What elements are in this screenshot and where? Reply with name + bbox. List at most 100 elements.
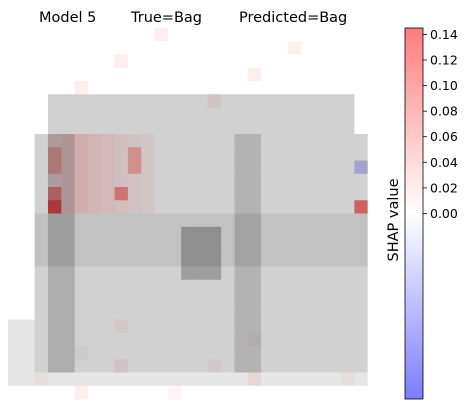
heatmap-cell bbox=[234, 319, 249, 334]
heatmap-cell bbox=[221, 346, 235, 360]
heatmap-cell bbox=[221, 28, 235, 42]
heatmap-cell bbox=[114, 160, 129, 175]
heatmap-cell bbox=[367, 226, 382, 241]
heatmap-cell bbox=[87, 385, 102, 400]
heatmap-cell bbox=[367, 253, 382, 267]
heatmap-cell bbox=[274, 346, 289, 360]
heatmap-cell bbox=[101, 346, 115, 360]
heatmap-cell bbox=[221, 173, 235, 188]
heatmap-cell bbox=[367, 147, 382, 161]
heatmap-cell bbox=[101, 332, 115, 347]
heatmap-cell bbox=[301, 54, 315, 69]
heatmap-cell bbox=[127, 187, 142, 201]
heatmap-cell bbox=[8, 173, 22, 188]
heatmap-cell bbox=[301, 359, 315, 373]
heatmap-cell bbox=[367, 120, 382, 135]
heatmap-cell bbox=[207, 253, 222, 267]
heatmap-cell bbox=[274, 81, 289, 95]
heatmap-cell bbox=[354, 293, 369, 307]
heatmap-cell bbox=[287, 372, 302, 387]
heatmap-cell bbox=[274, 134, 289, 148]
heatmap-cell bbox=[167, 54, 182, 69]
heatmap-cell bbox=[61, 240, 76, 254]
heatmap-cell bbox=[21, 253, 36, 267]
heatmap-cell bbox=[287, 67, 302, 82]
heatmap-cell bbox=[167, 213, 182, 228]
heatmap-cell bbox=[61, 213, 76, 228]
heatmap-cell bbox=[47, 200, 62, 214]
heatmap-cell bbox=[154, 107, 169, 122]
heatmap-cell bbox=[287, 213, 302, 228]
heatmap-cell bbox=[167, 94, 182, 108]
heatmap-cell bbox=[207, 81, 222, 95]
heatmap-cell bbox=[154, 306, 169, 320]
heatmap-cell bbox=[8, 279, 22, 294]
heatmap-cell bbox=[87, 279, 102, 294]
heatmap-cell bbox=[314, 226, 329, 241]
heatmap-cell bbox=[101, 147, 115, 161]
heatmap-cell bbox=[301, 147, 315, 161]
heatmap-cell bbox=[354, 266, 369, 281]
title-predicted-label: Predicted=Bag bbox=[239, 10, 347, 26]
heatmap-cell bbox=[261, 213, 275, 228]
heatmap-cell bbox=[87, 372, 102, 387]
heatmap-cell bbox=[167, 332, 182, 347]
heatmap-cell bbox=[247, 41, 262, 55]
heatmap-cell bbox=[127, 319, 142, 334]
heatmap-cell bbox=[167, 385, 182, 400]
heatmap-cell bbox=[127, 253, 142, 267]
heatmap-cell bbox=[181, 279, 195, 294]
heatmap-cell bbox=[301, 306, 315, 320]
heatmap-cell bbox=[354, 120, 369, 135]
heatmap-cell bbox=[301, 173, 315, 188]
heatmap-cell bbox=[47, 120, 62, 135]
heatmap-cell bbox=[74, 94, 89, 108]
heatmap-cell bbox=[301, 346, 315, 360]
heatmap-cell bbox=[127, 372, 142, 387]
heatmap-cell bbox=[74, 372, 89, 387]
heatmap-cell bbox=[314, 372, 329, 387]
heatmap-cell bbox=[74, 147, 89, 161]
colorbar-ticks: 0.14 0.12 0.10 0.08 0.06 0.04 0.02 0.00 bbox=[423, 27, 458, 221]
heatmap-cell bbox=[74, 173, 89, 188]
heatmap-cell bbox=[367, 200, 382, 214]
colorbar-tick-label: 0.02 bbox=[430, 180, 458, 195]
heatmap-cell bbox=[74, 346, 89, 360]
heatmap-cell bbox=[247, 107, 262, 122]
heatmap-cell bbox=[234, 359, 249, 373]
heatmap-cell bbox=[354, 94, 369, 108]
heatmap-cell bbox=[34, 306, 49, 320]
heatmap-cell bbox=[87, 359, 102, 373]
heatmap-cell bbox=[127, 240, 142, 254]
heatmap-cell bbox=[261, 120, 275, 135]
heatmap-cell bbox=[274, 266, 289, 281]
heatmap-cell bbox=[194, 160, 209, 175]
colorbar-tick-label: 0.00 bbox=[430, 206, 458, 221]
heatmap-cell bbox=[261, 81, 275, 95]
heatmap-cell bbox=[154, 359, 169, 373]
heatmap-cell bbox=[74, 385, 89, 400]
heatmap-cell bbox=[247, 372, 262, 387]
heatmap-cell bbox=[261, 359, 275, 373]
heatmap-cell bbox=[341, 240, 355, 254]
heatmap-cell bbox=[341, 147, 355, 161]
heatmap-cell bbox=[261, 41, 275, 55]
heatmap-cell bbox=[207, 319, 222, 334]
heatmap-cell bbox=[21, 293, 36, 307]
heatmap-cell bbox=[194, 319, 209, 334]
heatmap-cell bbox=[367, 28, 382, 42]
heatmap-cell bbox=[101, 41, 115, 55]
heatmap-cell bbox=[74, 306, 89, 320]
heatmap-cell bbox=[34, 240, 49, 254]
heatmap-cell bbox=[287, 346, 302, 360]
heatmap-cell bbox=[247, 293, 262, 307]
heatmap-cell bbox=[207, 94, 222, 108]
heatmap-cell bbox=[367, 279, 382, 294]
heatmap-cell bbox=[327, 332, 342, 347]
heatmap-cell bbox=[274, 147, 289, 161]
heatmap-cell bbox=[341, 266, 355, 281]
heatmap-cell bbox=[61, 226, 76, 241]
heatmap-cell bbox=[141, 266, 155, 281]
heatmap-cell bbox=[141, 293, 155, 307]
heatmap-cell bbox=[301, 240, 315, 254]
